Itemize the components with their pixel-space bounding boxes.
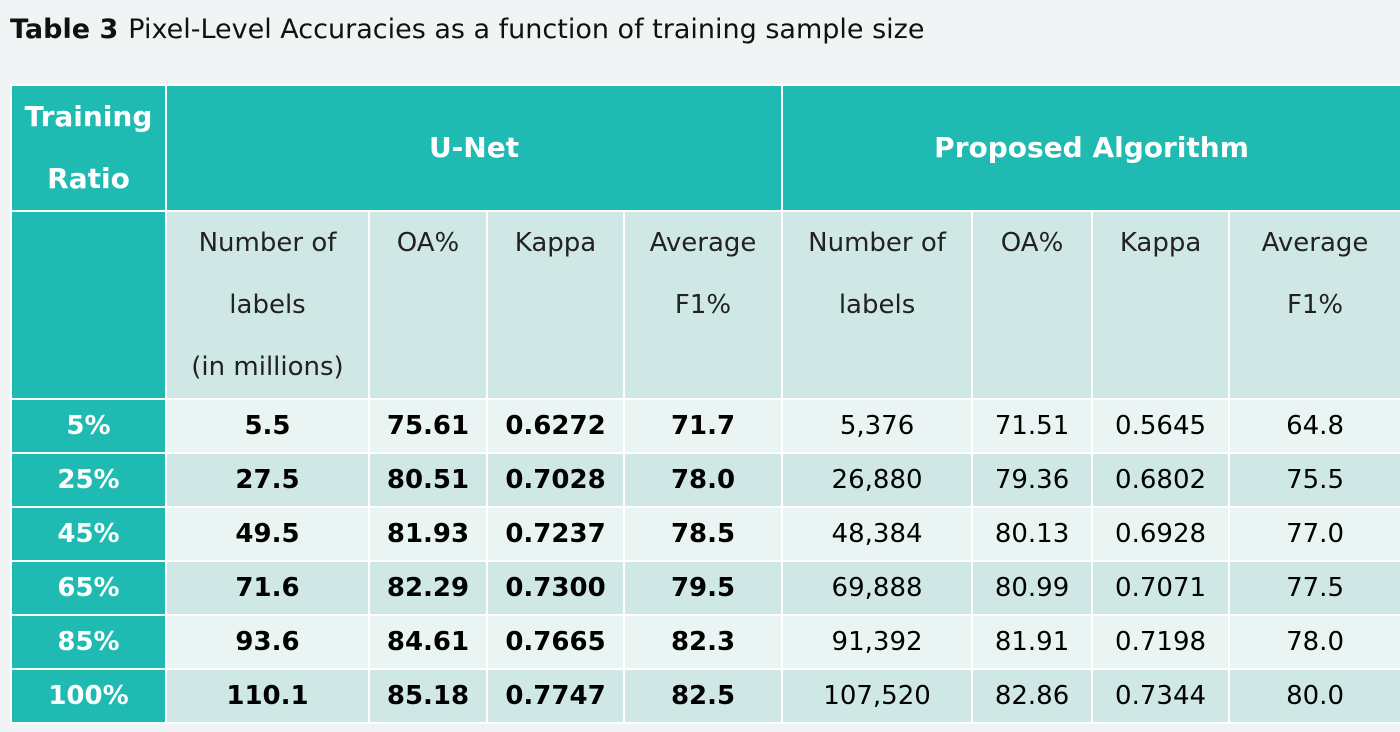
proposed-value-cell: 26,880 <box>781 452 974 508</box>
unet-value-cell: 5.5 <box>165 398 370 454</box>
header-proposed-metric: Average F1% <box>1228 210 1400 400</box>
header-training-ratio-line2: Ratio <box>47 162 130 195</box>
header-metric-label: F1% <box>1286 290 1344 320</box>
results-table: Training Ratio U-Net Proposed Algorithm … <box>10 84 1400 724</box>
unet-value-cell: 93.6 <box>165 614 370 670</box>
table-body: 5% 5.5 75.61 0.6272 71.7 5,376 71.51 0.5645 64.8… <box>10 398 1400 724</box>
header-proposed-metric: Kappa <box>1091 210 1231 400</box>
header-row-groups: Training Ratio U-Net Proposed Algorithm <box>10 84 1400 212</box>
proposed-value-cell: 75.5 <box>1228 452 1400 508</box>
proposed-value-cell: 80.0 <box>1228 668 1400 724</box>
unet-value-cell: 0.7747 <box>486 668 625 724</box>
caption-label: Table 3 <box>10 14 119 45</box>
unet-value-cell: 84.61 <box>368 614 488 670</box>
proposed-value-cell: 0.7071 <box>1091 560 1231 616</box>
unet-value-cell: 82.3 <box>622 614 784 670</box>
unet-value-cell: 27.5 <box>165 452 370 508</box>
header-metric-label: Number of <box>808 228 946 258</box>
header-metric-label: Average <box>649 228 757 258</box>
training-ratio-cell: 85% <box>10 614 167 670</box>
header-metric-label: labels <box>229 290 306 320</box>
header-metric-label: (in millions) <box>191 352 344 382</box>
proposed-value-cell: 81.91 <box>971 614 1094 670</box>
unet-value-cell: 71.7 <box>622 398 784 454</box>
proposed-value-cell: 69,888 <box>781 560 974 616</box>
header-metric-label: OA% <box>1000 228 1064 258</box>
unet-value-cell: 82.5 <box>622 668 784 724</box>
header-metric-label: OA% <box>396 228 460 258</box>
unet-value-cell: 79.5 <box>622 560 784 616</box>
training-ratio-cell: 25% <box>10 452 167 508</box>
unet-value-cell: 78.0 <box>622 452 784 508</box>
caption-text: Pixel-Level Accuracies as a function of … <box>128 14 925 45</box>
unet-value-cell: 75.61 <box>368 398 488 454</box>
unet-value-cell: 110.1 <box>165 668 370 724</box>
unet-value-cell: 0.6272 <box>486 398 625 454</box>
training-ratio-cell: 65% <box>10 560 167 616</box>
header-blank-cell <box>10 210 167 400</box>
unet-value-cell: 49.5 <box>165 506 370 562</box>
proposed-value-cell: 79.36 <box>971 452 1094 508</box>
proposed-value-cell: 0.6928 <box>1091 506 1231 562</box>
proposed-value-cell: 5,376 <box>781 398 974 454</box>
unet-value-cell: 0.7300 <box>486 560 625 616</box>
table-row: 25% 27.5 80.51 0.7028 78.0 26,880 79.36 0.6802 7… <box>10 452 1400 508</box>
unet-value-cell: 0.7028 <box>486 452 625 508</box>
proposed-value-cell: 107,520 <box>781 668 974 724</box>
header-proposed-metric: OA% <box>971 210 1094 400</box>
unet-value-cell: 0.7665 <box>486 614 625 670</box>
header-unet-metric: Kappa <box>486 210 625 400</box>
header-unet: U-Net <box>164 84 784 212</box>
unet-value-cell: 78.5 <box>622 506 784 562</box>
proposed-value-cell: 64.8 <box>1228 398 1400 454</box>
unet-value-cell: 80.51 <box>368 452 488 508</box>
header-metric-label: Kappa <box>514 228 597 258</box>
proposed-value-cell: 80.13 <box>971 506 1094 562</box>
proposed-value-cell: 0.6802 <box>1091 452 1231 508</box>
training-ratio-cell: 5% <box>10 398 167 454</box>
training-ratio-cell: 100% <box>10 668 167 724</box>
header-proposed-metric: Number of labels <box>781 210 974 400</box>
header-training-ratio: Training Ratio <box>10 84 167 212</box>
unet-value-cell: 0.7237 <box>486 506 625 562</box>
proposed-value-cell: 0.5645 <box>1091 398 1231 454</box>
header-metric-label: Number of <box>198 228 337 258</box>
header-unet-metric: Average F1% <box>622 210 784 400</box>
proposed-value-cell: 71.51 <box>971 398 1094 454</box>
table-row: 65% 71.6 82.29 0.7300 79.5 69,888 80.99 0.7071 7… <box>10 560 1400 616</box>
unet-value-cell: 71.6 <box>165 560 370 616</box>
proposed-value-cell: 91,392 <box>781 614 974 670</box>
unet-value-cell: 82.29 <box>368 560 488 616</box>
proposed-value-cell: 77.5 <box>1228 560 1400 616</box>
unet-value-cell: 81.93 <box>368 506 488 562</box>
table-row: 85% 93.6 84.61 0.7665 82.3 91,392 81.91 0.7198 7… <box>10 614 1400 670</box>
training-ratio-cell: 45% <box>10 506 167 562</box>
unet-value-cell: 85.18 <box>368 668 488 724</box>
header-metric-label: labels <box>838 290 916 320</box>
proposed-value-cell: 78.0 <box>1228 614 1400 670</box>
proposed-value-cell: 82.86 <box>971 668 1094 724</box>
table-row: 100% 110.1 85.18 0.7747 82.5 107,520 82.86 0.73… <box>10 668 1400 724</box>
proposed-value-cell: 48,384 <box>781 506 974 562</box>
proposed-value-cell: 0.7344 <box>1091 668 1231 724</box>
table-caption: Table 3 Pixel-Level Accuracies as a funct… <box>10 12 924 48</box>
header-unet-metric: OA% <box>368 210 488 400</box>
proposed-value-cell: 0.7198 <box>1091 614 1231 670</box>
header-metric-label: F1% <box>674 290 732 320</box>
header-metric-label: Average <box>1261 228 1369 258</box>
header-proposed-algorithm: Proposed Algorithm <box>781 84 1400 212</box>
header-row-metrics: Number of labels (in millions) OA% Kappa Aver… <box>10 210 1400 400</box>
header-metric-label: Kappa <box>1119 228 1202 258</box>
table-row: 45% 49.5 81.93 0.7237 78.5 48,384 80.13 0.6928 7… <box>10 506 1400 562</box>
header-training-ratio-line1: Training <box>24 100 153 133</box>
proposed-value-cell: 80.99 <box>971 560 1094 616</box>
proposed-value-cell: 77.0 <box>1228 506 1400 562</box>
table-row: 5% 5.5 75.61 0.6272 71.7 5,376 71.51 0.5645 64.8 <box>10 398 1400 454</box>
header-unet-metric: Number of labels (in millions) <box>165 210 370 400</box>
